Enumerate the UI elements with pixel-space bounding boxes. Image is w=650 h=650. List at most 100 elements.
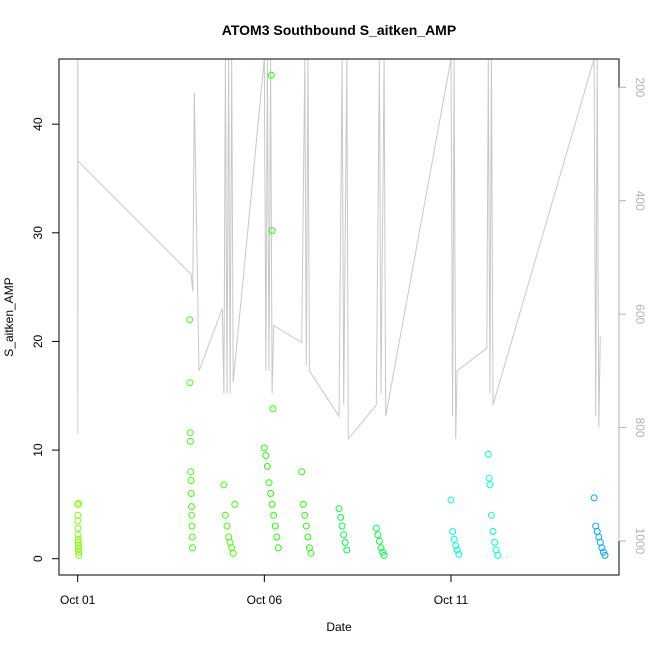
data-point	[74, 531, 82, 539]
x-axis-label: Date	[326, 620, 352, 634]
data-point	[491, 538, 499, 546]
data-point	[374, 531, 382, 539]
x-tick-label: Oct 01	[60, 593, 96, 607]
data-point	[189, 544, 196, 552]
points-layer	[74, 71, 609, 559]
data-point	[455, 550, 463, 558]
data-point	[372, 524, 380, 532]
y2-tick-label: 200	[633, 77, 647, 97]
data-point	[375, 537, 383, 545]
y-axis-label: S_aitken_AMP	[2, 277, 16, 356]
data-point	[601, 551, 609, 559]
data-point	[343, 546, 351, 554]
series-1	[186, 316, 239, 557]
data-point	[229, 549, 237, 557]
data-point	[299, 500, 307, 508]
data-point	[271, 522, 279, 530]
series-4	[447, 450, 502, 559]
data-point	[74, 524, 82, 532]
data-point	[302, 522, 310, 530]
chart-title: ATOM3 Southbound S_aitken_AMP	[222, 22, 456, 38]
data-point	[75, 545, 82, 553]
profile-line	[77, 58, 601, 441]
data-point	[304, 533, 312, 541]
data-point	[486, 481, 494, 489]
y2-tick-label: 1000	[633, 528, 647, 555]
data-point	[298, 468, 306, 476]
x-tick-label: Oct 11	[434, 593, 469, 607]
y-axis-left: 0 10 20 30 40	[31, 117, 59, 562]
data-point	[75, 551, 83, 559]
data-point	[188, 503, 195, 511]
data-point	[273, 533, 281, 541]
data-point	[262, 452, 270, 459]
data-point	[188, 522, 196, 530]
x-axis: Oct 01 Oct 06 Oct 11	[60, 575, 469, 607]
y-tick-label: 0	[31, 555, 45, 562]
data-point	[268, 227, 276, 235]
data-point	[449, 528, 457, 535]
y2-tick-label: 400	[633, 191, 647, 211]
series-0	[74, 499, 83, 559]
data-point	[186, 437, 194, 445]
x-tick-label: Oct 06	[247, 593, 283, 607]
data-point	[187, 468, 195, 476]
data-point	[74, 517, 82, 525]
plot-frame	[58, 58, 620, 576]
y-tick-label: 30	[31, 226, 45, 240]
data-point	[447, 496, 455, 504]
data-point	[75, 499, 83, 507]
y-tick-label: 40	[31, 117, 45, 131]
data-point	[452, 542, 460, 550]
data-point	[187, 477, 195, 484]
data-point	[74, 535, 82, 543]
data-point	[74, 511, 82, 519]
series-2	[260, 71, 315, 557]
data-point	[340, 531, 348, 539]
data-point	[74, 542, 82, 550]
data-point	[188, 533, 196, 541]
data-point	[263, 462, 271, 470]
data-point	[598, 544, 606, 552]
data-point	[269, 405, 277, 413]
profile-line-layer	[77, 58, 601, 441]
data-point	[187, 490, 195, 497]
data-point	[221, 511, 229, 519]
data-point	[267, 490, 275, 497]
data-point	[489, 528, 497, 535]
data-point	[377, 544, 385, 552]
data-point	[265, 479, 273, 487]
data-point	[485, 474, 493, 482]
data-point	[379, 548, 387, 556]
data-point	[274, 544, 282, 552]
data-point	[74, 500, 82, 508]
data-point	[267, 71, 275, 79]
y-tick-label: 10	[31, 443, 45, 457]
data-point	[487, 511, 495, 519]
data-point	[186, 316, 194, 324]
data-point	[341, 538, 349, 546]
data-point	[494, 551, 502, 559]
data-point	[307, 549, 315, 557]
data-point	[268, 500, 276, 508]
data-point	[75, 548, 83, 556]
y2-tick-label: 600	[633, 304, 647, 324]
data-point	[484, 450, 492, 458]
data-point	[380, 551, 388, 559]
data-point	[270, 511, 278, 519]
data-point	[186, 429, 194, 437]
y-axis-right: 200 400 600 800 1000	[618, 77, 647, 555]
data-point	[338, 522, 346, 530]
data-point	[186, 379, 194, 387]
data-point	[231, 500, 239, 508]
series-3	[335, 505, 388, 559]
data-point	[74, 538, 82, 546]
data-point	[590, 494, 598, 502]
data-point	[260, 444, 268, 452]
data-point	[337, 513, 345, 521]
data-point	[223, 522, 231, 530]
data-point	[453, 546, 461, 554]
series-5	[590, 494, 609, 559]
data-point	[220, 481, 228, 489]
